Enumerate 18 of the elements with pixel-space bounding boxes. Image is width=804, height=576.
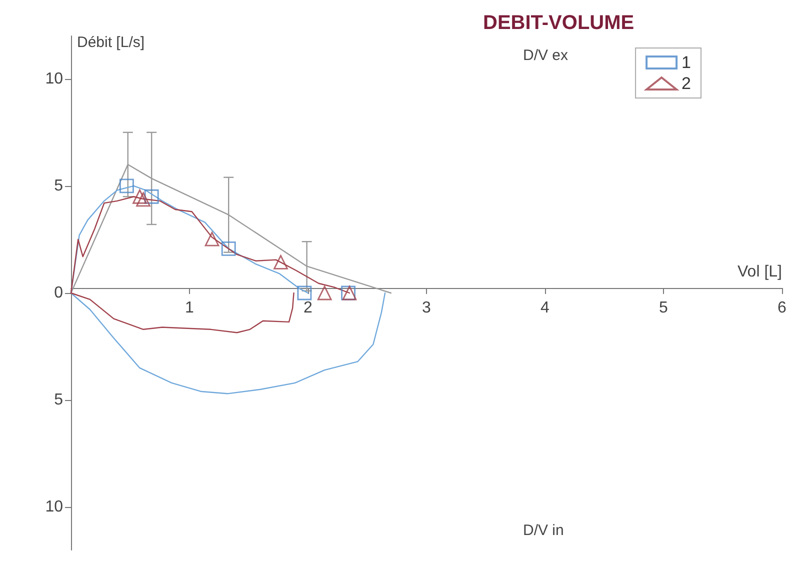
- x-tick-label: 6: [778, 300, 787, 316]
- x-tick-label: 1: [185, 300, 194, 316]
- y-tick-label: 10: [45, 70, 64, 88]
- y-tick-label: 5: [54, 177, 64, 194]
- chart-title: DEBIT-VOLUME: [483, 12, 634, 34]
- x-tick-label: 3: [422, 300, 432, 316]
- annotation: D/V ex: [523, 47, 569, 64]
- annotation: D/V in: [523, 522, 564, 539]
- legend-label: 1: [682, 53, 692, 72]
- y-tick-label: 10: [45, 498, 64, 516]
- legend-label: 2: [682, 74, 692, 93]
- y-tick-label: 0: [54, 284, 64, 302]
- x-tick-label: 2: [304, 300, 313, 316]
- y-axis-title: Débit [L/s]: [77, 34, 145, 51]
- y-tick-label: 5: [54, 392, 64, 409]
- x-tick-label: 5: [659, 300, 668, 316]
- x-tick-label: 4: [540, 300, 550, 316]
- x-axis-title: Vol [L]: [738, 264, 782, 280]
